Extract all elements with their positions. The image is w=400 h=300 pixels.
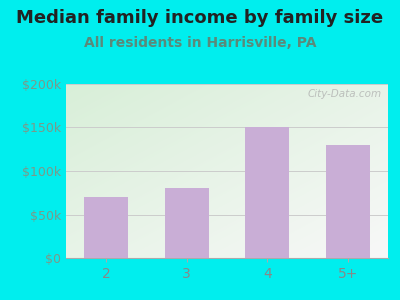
Bar [245,128,289,258]
Bar [326,145,370,258]
Bar [84,197,128,258]
Text: Median family income by family size: Median family income by family size [16,9,384,27]
Text: All residents in Harrisville, PA: All residents in Harrisville, PA [84,36,316,50]
Text: City-Data.com: City-Data.com [308,89,382,99]
Bar [165,188,209,258]
